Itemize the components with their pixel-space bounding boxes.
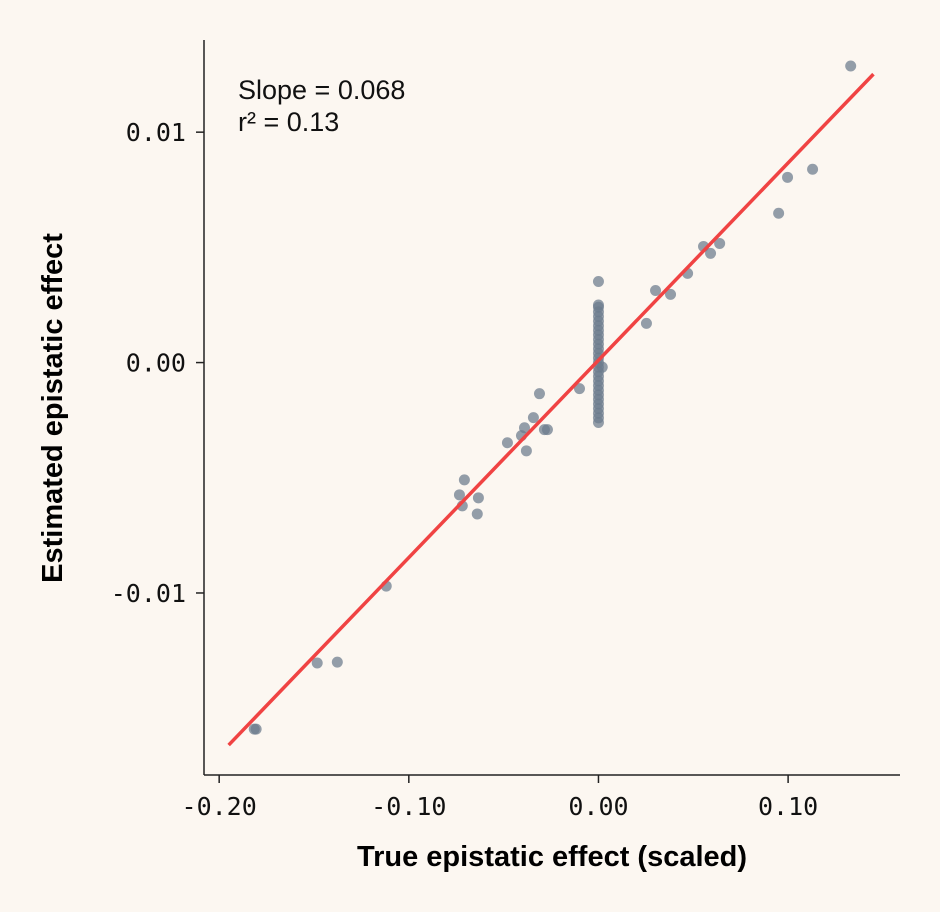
data-point (471, 508, 483, 520)
data-point (250, 723, 262, 735)
data-point (782, 171, 794, 183)
r2-annotation: r² = 0.13 (238, 107, 339, 137)
data-point (501, 437, 513, 449)
data-point (773, 207, 785, 219)
data-point (311, 657, 323, 669)
axes (203, 40, 900, 776)
y-tick-label: -0.01 (111, 579, 186, 608)
regression-line (227, 72, 875, 747)
data-point (533, 388, 545, 400)
data-point (573, 383, 585, 395)
data-point (592, 416, 604, 428)
data-point (705, 247, 717, 259)
y-axis-label: Estimated epistatic effect (37, 233, 69, 583)
data-point (527, 412, 539, 424)
y-tick-label: 0.00 (126, 349, 186, 378)
data-point (807, 163, 819, 175)
data-point (541, 424, 553, 436)
x-tick-label: -0.20 (182, 792, 257, 821)
data-point (845, 60, 857, 72)
data-point (472, 492, 484, 504)
slope-annotation: Slope = 0.068 (238, 75, 405, 105)
data-point (331, 656, 343, 668)
data-point (520, 445, 532, 457)
data-point (458, 474, 470, 486)
x-tick-label: -0.10 (371, 792, 446, 821)
x-tick-label: 0.10 (758, 792, 818, 821)
x-tick-label: 0.00 (568, 792, 628, 821)
data-point (592, 275, 604, 287)
y-tick-label: 0.01 (126, 118, 186, 147)
data-point (596, 361, 608, 373)
data-point (453, 489, 465, 501)
x-axis-label: True epistatic effect (scaled) (357, 841, 747, 873)
data-point (640, 317, 652, 329)
data-point (665, 288, 677, 300)
data-point (714, 237, 726, 249)
data-point (650, 284, 662, 296)
